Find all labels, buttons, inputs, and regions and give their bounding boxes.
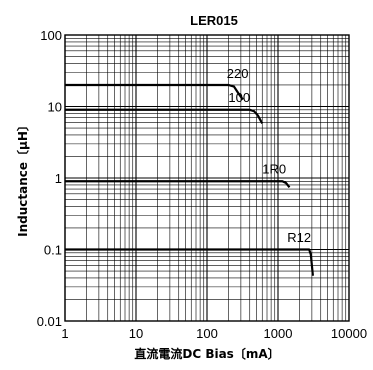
y-tick-label: 0.01 [37, 314, 62, 329]
series-line-1r0 [65, 180, 291, 189]
tick-labels: 1 10 100 1000 10000 0.01 0.1 1 10 100 [37, 28, 367, 341]
x-tick-label: 1 [61, 326, 68, 341]
x-tick-label: 10000 [331, 326, 367, 341]
y-axis-label: Inductance〔μH〕 [15, 119, 30, 237]
series-label-r12: R12 [287, 230, 311, 245]
series-label-100: 100 [228, 90, 250, 105]
series-label-1r0: 1R0 [262, 162, 286, 177]
y-tick-label: 0.1 [44, 243, 62, 258]
x-tick-label: 1000 [264, 326, 293, 341]
series-layer: 220 100 1R0 R12 [65, 66, 314, 276]
chart-title: LER015 [190, 13, 238, 28]
grid [64, 35, 349, 322]
y-tick-label: 100 [40, 28, 62, 43]
series-label-220: 220 [227, 66, 249, 81]
plot-frame [64, 34, 350, 322]
x-tick-label: 10 [129, 326, 143, 341]
x-tick-label: 100 [196, 326, 218, 341]
x-axis-label: 直流電流DC Bias〔mA〕 [134, 346, 279, 361]
y-tick-label: 10 [48, 100, 62, 115]
series-line-r12 [65, 248, 314, 276]
y-tick-label: 1 [55, 171, 62, 186]
series-line-100 [65, 108, 264, 124]
series-line-220 [65, 83, 244, 101]
